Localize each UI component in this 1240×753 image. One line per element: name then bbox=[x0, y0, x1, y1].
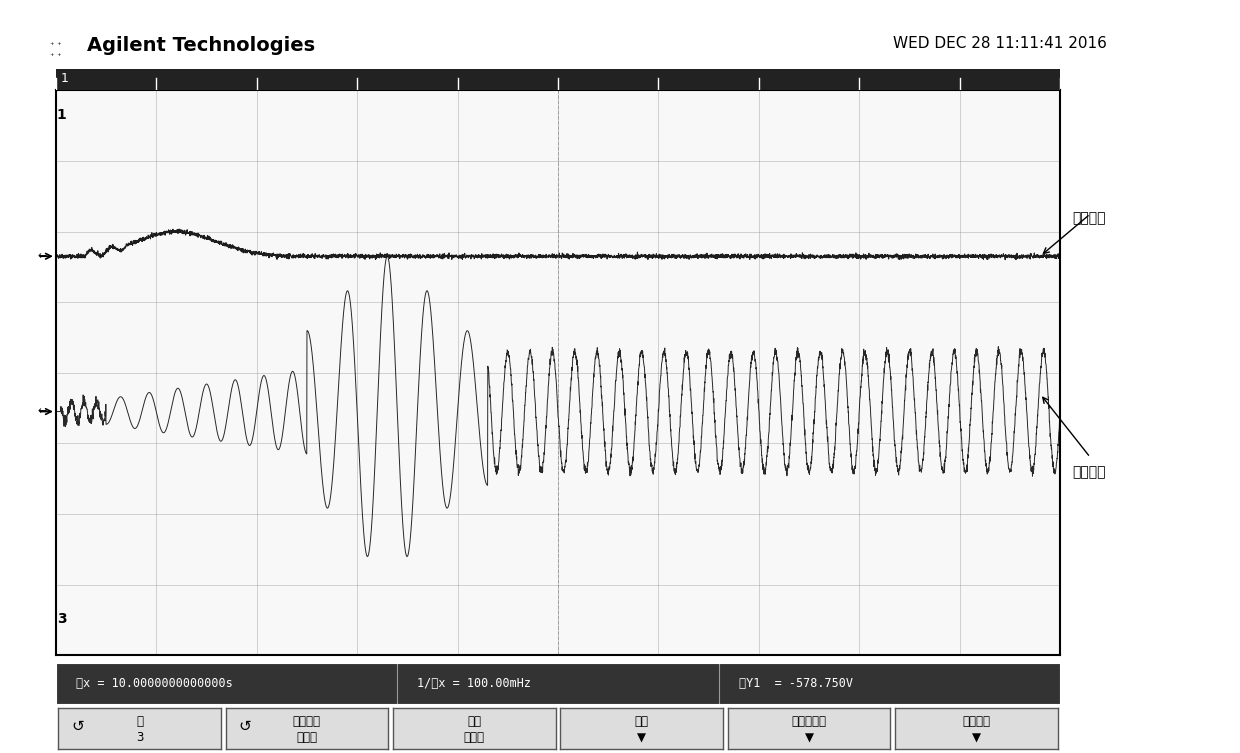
Text: WED DEC 28 11:11:41 2016: WED DEC 28 11:11:41 2016 bbox=[893, 36, 1106, 51]
Text: 平均值: 平均值 bbox=[296, 731, 317, 744]
Text: 清除测量值: 清除测量值 bbox=[791, 715, 827, 727]
Text: ▼: ▼ bbox=[972, 731, 981, 744]
Text: ＼x = 10.0000000000000s: ＼x = 10.0000000000000s bbox=[76, 677, 233, 690]
Text: ▼: ▼ bbox=[637, 731, 646, 744]
Text: ⁺ ⁺
⁺ ⁺: ⁺ ⁺ ⁺ ⁺ bbox=[50, 41, 61, 61]
Text: ↺: ↺ bbox=[71, 719, 84, 734]
Text: Agilent Technologies: Agilent Technologies bbox=[87, 36, 315, 55]
Text: ▼: ▼ bbox=[805, 731, 813, 744]
Text: ←: ← bbox=[37, 252, 47, 261]
Text: 平均值: 平均值 bbox=[464, 731, 485, 744]
Text: 设置: 设置 bbox=[635, 715, 649, 727]
Text: ←: ← bbox=[37, 407, 47, 416]
Text: ↺: ↺ bbox=[238, 719, 252, 734]
Text: 3: 3 bbox=[57, 612, 67, 626]
Text: 3: 3 bbox=[136, 731, 143, 744]
Text: 测量选择: 测量选择 bbox=[293, 715, 321, 727]
Text: 测试: 测试 bbox=[467, 715, 481, 727]
Text: ＼Y1  = -578.750V: ＼Y1 = -578.750V bbox=[739, 677, 853, 690]
Text: 母线电压: 母线电压 bbox=[1073, 212, 1106, 226]
Text: 源: 源 bbox=[136, 715, 143, 727]
Text: 1: 1 bbox=[61, 72, 68, 85]
Text: 1: 1 bbox=[57, 108, 67, 121]
Text: 统计信息: 统计信息 bbox=[962, 715, 991, 727]
Text: 1/＼x = 100.00mHz: 1/＼x = 100.00mHz bbox=[418, 677, 532, 690]
Text: 风机电流: 风机电流 bbox=[1073, 465, 1106, 479]
